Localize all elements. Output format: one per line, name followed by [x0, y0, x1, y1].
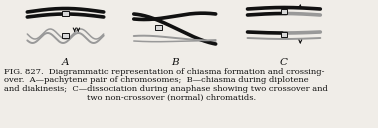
Bar — [62, 11, 69, 16]
Bar — [155, 24, 161, 29]
Text: B: B — [171, 58, 178, 67]
Text: C: C — [280, 58, 288, 67]
Text: over.  A—pachytene pair of chromosomes;  B—chiasma during diplotene: over. A—pachytene pair of chromosomes; B… — [4, 77, 308, 84]
Text: A: A — [62, 58, 69, 67]
Bar — [281, 9, 287, 14]
Text: FIG. 827.  Diagrammatic representation of chiasma formation and crossing-: FIG. 827. Diagrammatic representation of… — [4, 68, 324, 76]
Bar — [281, 32, 287, 37]
Text: two non-crossover (normal) chromatids.: two non-crossover (normal) chromatids. — [87, 93, 257, 102]
Bar — [62, 33, 69, 38]
Text: and diakinesis;  C—dissociation during anaphase showing two crossover and: and diakinesis; C—dissociation during an… — [4, 85, 327, 93]
